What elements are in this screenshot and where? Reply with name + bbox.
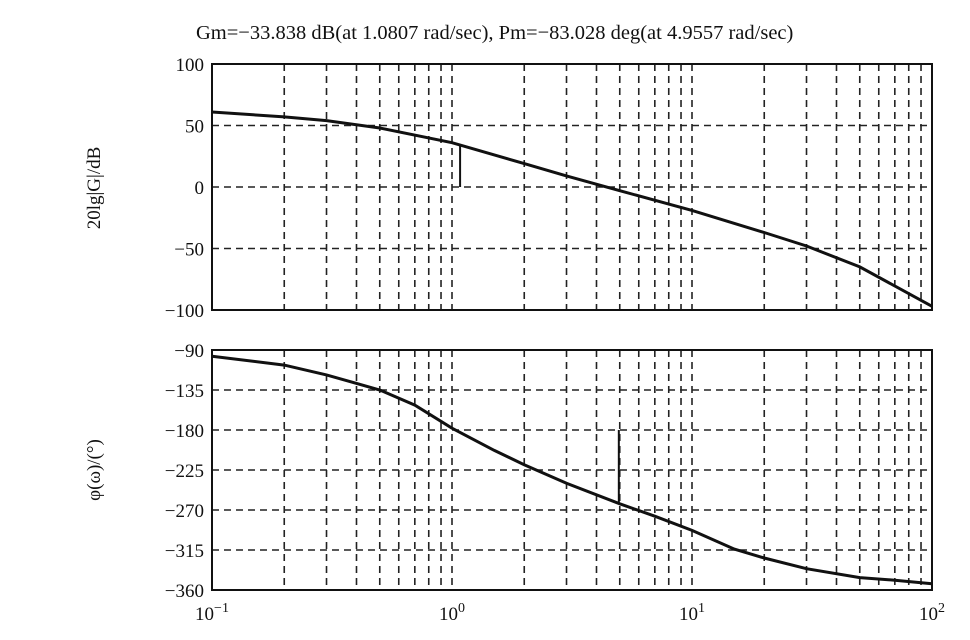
magnitude-panel: 100 50 0 −50 −100 20lg|G|/dB (84, 55, 933, 322)
phase-ytick-label: −180 (165, 421, 204, 442)
x-tick-label: 102 (919, 601, 945, 625)
x-tick-label: 101 (679, 601, 705, 625)
phase-ytick-label: −90 (174, 341, 204, 362)
phase-panel: −90 −135 −180 −225 −270 −315 −360 φ(ω)/(°) (84, 341, 933, 602)
phase-ytick-label: −315 (165, 541, 204, 562)
phase-curve (211, 354, 933, 586)
magnitude-ytick-label: −100 (165, 301, 204, 322)
x-tick-label: 100 (439, 601, 465, 625)
phase-ytick-label: −135 (165, 381, 204, 402)
magnitude-ytick-label: 0 (195, 178, 205, 199)
magnitude-frame (211, 63, 933, 311)
magnitude-ytick-label: 50 (185, 117, 204, 138)
chart-title: Gm=−33.838 dB(at 1.0807 rad/sec), Pm=−83… (196, 22, 794, 44)
magnitude-ytick-label: 100 (176, 55, 205, 76)
x-axis: 10−1 100 101 102 (195, 601, 945, 625)
magnitude-curve (211, 110, 933, 308)
phase-ytick-label: −360 (165, 581, 204, 602)
phase-ytick-label: −225 (165, 461, 204, 482)
magnitude-ylabel: 20lg|G|/dB (84, 147, 105, 230)
phase-frame (211, 349, 933, 591)
x-tick-label: 10−1 (195, 601, 229, 625)
phase-ylabel: φ(ω)/(°) (84, 439, 105, 501)
phase-ytick-label: −270 (165, 501, 204, 522)
magnitude-ytick-label: −50 (174, 240, 204, 261)
